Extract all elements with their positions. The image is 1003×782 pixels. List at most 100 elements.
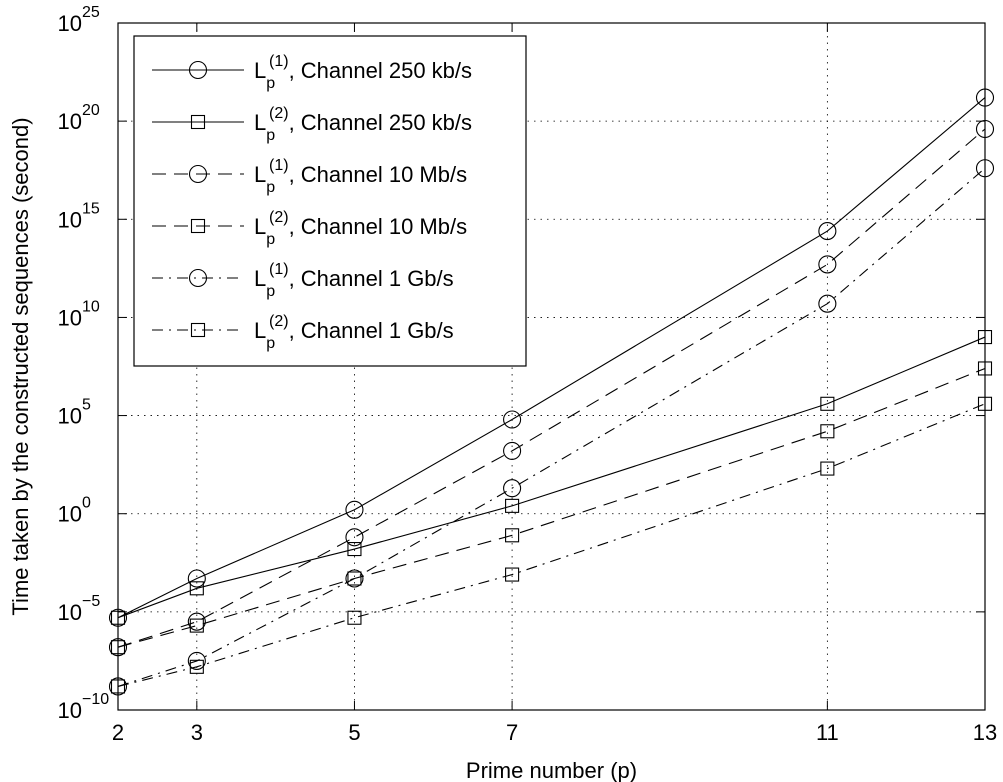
data-point-square — [347, 571, 362, 586]
legend-symbol: L — [254, 214, 266, 239]
y-tick-base: 10 — [58, 600, 82, 625]
data-point-square — [189, 581, 204, 596]
y-tick-base: 10 — [58, 404, 82, 429]
data-point-circle — [503, 410, 522, 429]
legend-subscript: p — [266, 231, 275, 248]
y-tick-label: 10 — [58, 600, 82, 625]
x-tick-label: 7 — [506, 720, 518, 745]
legend-subscript: p — [266, 283, 275, 300]
y-tick-base: 10 — [58, 502, 82, 527]
data-point-square — [347, 541, 362, 557]
y-tick-exponent: 15 — [82, 200, 100, 217]
series-6 — [110, 396, 993, 694]
series-line — [117, 403, 986, 687]
data-point-circle — [345, 500, 364, 519]
legend-superscript: (2) — [269, 313, 289, 330]
x-tick-label: 2 — [112, 720, 124, 745]
y-tick-exponent: 25 — [82, 4, 100, 21]
y-tick-base: 10 — [58, 207, 82, 232]
y-tick-base: 10 — [58, 109, 82, 134]
data-point-circle — [187, 612, 206, 631]
y-tick-label: 10 — [58, 207, 82, 232]
y-tick-label: 10 — [58, 502, 82, 527]
y-tick-base: 10 — [58, 305, 82, 330]
legend-box — [133, 35, 527, 367]
data-point-circle — [187, 651, 206, 670]
x-tick-label: 5 — [348, 720, 360, 745]
legend-label: Lp (1), Channel 10 Mb/s — [254, 157, 467, 196]
legend-subscript: p — [266, 127, 275, 144]
data-point-circle — [188, 268, 208, 288]
y-tick-label: 10 — [58, 698, 82, 723]
data-point-square — [110, 640, 126, 655]
series-line — [117, 97, 986, 619]
legend-description: , Channel 10 Mb/s — [289, 162, 468, 187]
data-point-square — [110, 679, 126, 694]
legend-label: Lp (1), Channel 250 kb/s — [254, 53, 472, 92]
data-point-circle — [503, 479, 522, 498]
legend-entry-5: Lp (1), Channel 1 Gb/s — [152, 261, 454, 300]
y-tick-exponent: −10 — [82, 691, 109, 708]
legend-entry-2: Lp (2), Channel 250 kb/s — [152, 105, 472, 144]
data-point-square — [189, 618, 204, 633]
x-tick-label: 11 — [816, 720, 839, 745]
legend-label: Lp (2), Channel 1 Gb/s — [254, 313, 454, 352]
data-point-circle — [188, 164, 208, 184]
data-point-circle — [187, 569, 206, 588]
x-axis-title: Prime number (p) — [466, 758, 637, 782]
y-tick-exponent: 5 — [82, 397, 91, 414]
series-line — [117, 336, 986, 619]
data-point-square — [347, 610, 362, 625]
legend-subscript: p — [266, 335, 275, 352]
data-point-square — [190, 114, 206, 130]
x-tick-label: 13 — [973, 720, 997, 745]
data-point-square — [190, 218, 206, 234]
y-tick-exponent: 0 — [82, 495, 91, 512]
data-point-circle — [345, 569, 364, 588]
y-tick-label: 10 — [58, 305, 82, 330]
legend-subscript: p — [266, 179, 275, 196]
legend-superscript: (1) — [269, 53, 289, 70]
legend-superscript: (1) — [269, 261, 289, 278]
data-point-circle — [108, 677, 128, 696]
series-3 — [108, 119, 995, 657]
y-tick-base: 10 — [58, 11, 82, 36]
y-tick-label: 10 — [58, 11, 82, 36]
y-axis-title: Time taken by the constructed sequences … — [8, 117, 33, 615]
legend-superscript: (2) — [269, 105, 289, 122]
legend-entry-6: Lp (2), Channel 1 Gb/s — [152, 313, 454, 352]
data-point-square — [505, 528, 520, 543]
legend-superscript: (1) — [269, 157, 289, 174]
legend: Lp(1), Channel 250 kb/sLp(2), Channel 25… — [133, 35, 527, 367]
data-point-square — [977, 361, 993, 376]
legend-description: , Channel 250 kb/s — [289, 110, 472, 135]
series-5 — [108, 159, 995, 696]
legend-symbol: L — [254, 318, 266, 343]
y-tick-label: 10 — [58, 404, 82, 429]
legend-description: , Channel 1 Gb/s — [289, 266, 454, 291]
data-point-square — [110, 610, 126, 625]
data-point-circle — [975, 88, 995, 107]
data-point-circle — [818, 294, 837, 313]
legend-label: Lp (1), Channel 1 Gb/s — [254, 261, 454, 300]
data-point-circle — [503, 441, 522, 460]
y-tick-base: 10 — [58, 698, 82, 723]
legend-entry-1: Lp (1), Channel 250 kb/s — [152, 53, 472, 92]
legend-description: , Channel 1 Gb/s — [289, 318, 454, 343]
legend-entry-4: Lp (2), Channel 10 Mb/s — [152, 209, 467, 248]
series-line — [117, 128, 986, 648]
data-point-square — [977, 330, 993, 345]
data-point-circle — [108, 638, 128, 657]
data-point-circle — [818, 255, 837, 274]
y-tick-exponent: 20 — [82, 102, 100, 119]
data-point-circle — [975, 119, 995, 139]
series-1 — [108, 88, 995, 627]
series-layer — [108, 88, 995, 696]
y-tick-exponent: 10 — [82, 298, 100, 315]
data-point-circle — [188, 60, 208, 80]
series-2 — [110, 330, 993, 625]
data-point-square — [820, 461, 835, 476]
legend-entry-3: Lp (1), Channel 10 Mb/s — [152, 157, 467, 196]
data-point-circle — [975, 159, 995, 178]
